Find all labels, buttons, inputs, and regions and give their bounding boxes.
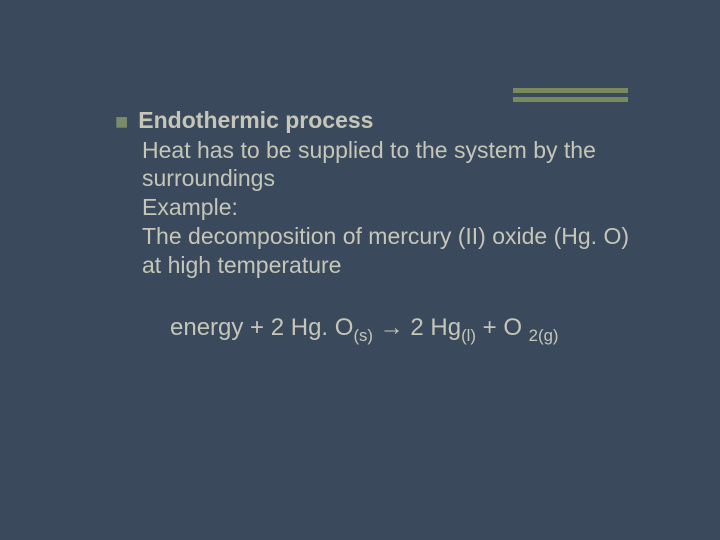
chemical-equation: energy + 2 Hg. O(s) → 2 Hg(l) + O 2(g) <box>170 313 640 347</box>
eq-arrow: → <box>373 314 410 341</box>
eq-subscript: 2(g) <box>529 326 559 345</box>
bullet-item: ■ Endothermic process <box>115 106 640 136</box>
body-line: Example: <box>142 193 640 222</box>
eq-text: energy + 2 Hg. O <box>170 314 353 341</box>
bullet-marker: ■ <box>115 108 128 136</box>
eq-subscript: (l) <box>461 326 476 345</box>
eq-text: + O <box>476 314 529 341</box>
accent-bars <box>513 88 628 102</box>
heading: Endothermic process <box>138 106 373 135</box>
eq-text: 2 Hg <box>410 314 461 341</box>
accent-bar <box>513 88 628 93</box>
body-line: Heat has to be supplied to the system by… <box>142 136 640 165</box>
body-line: at high temperature <box>142 251 640 280</box>
slide-content: ■ Endothermic process Heat has to be sup… <box>115 106 640 347</box>
body-line: surroundings <box>142 164 640 193</box>
body-line: The decomposition of mercury (II) oxide … <box>142 222 640 251</box>
accent-bar <box>513 97 628 102</box>
body-text: Heat has to be supplied to the system by… <box>142 136 640 280</box>
eq-subscript: (s) <box>353 326 373 345</box>
